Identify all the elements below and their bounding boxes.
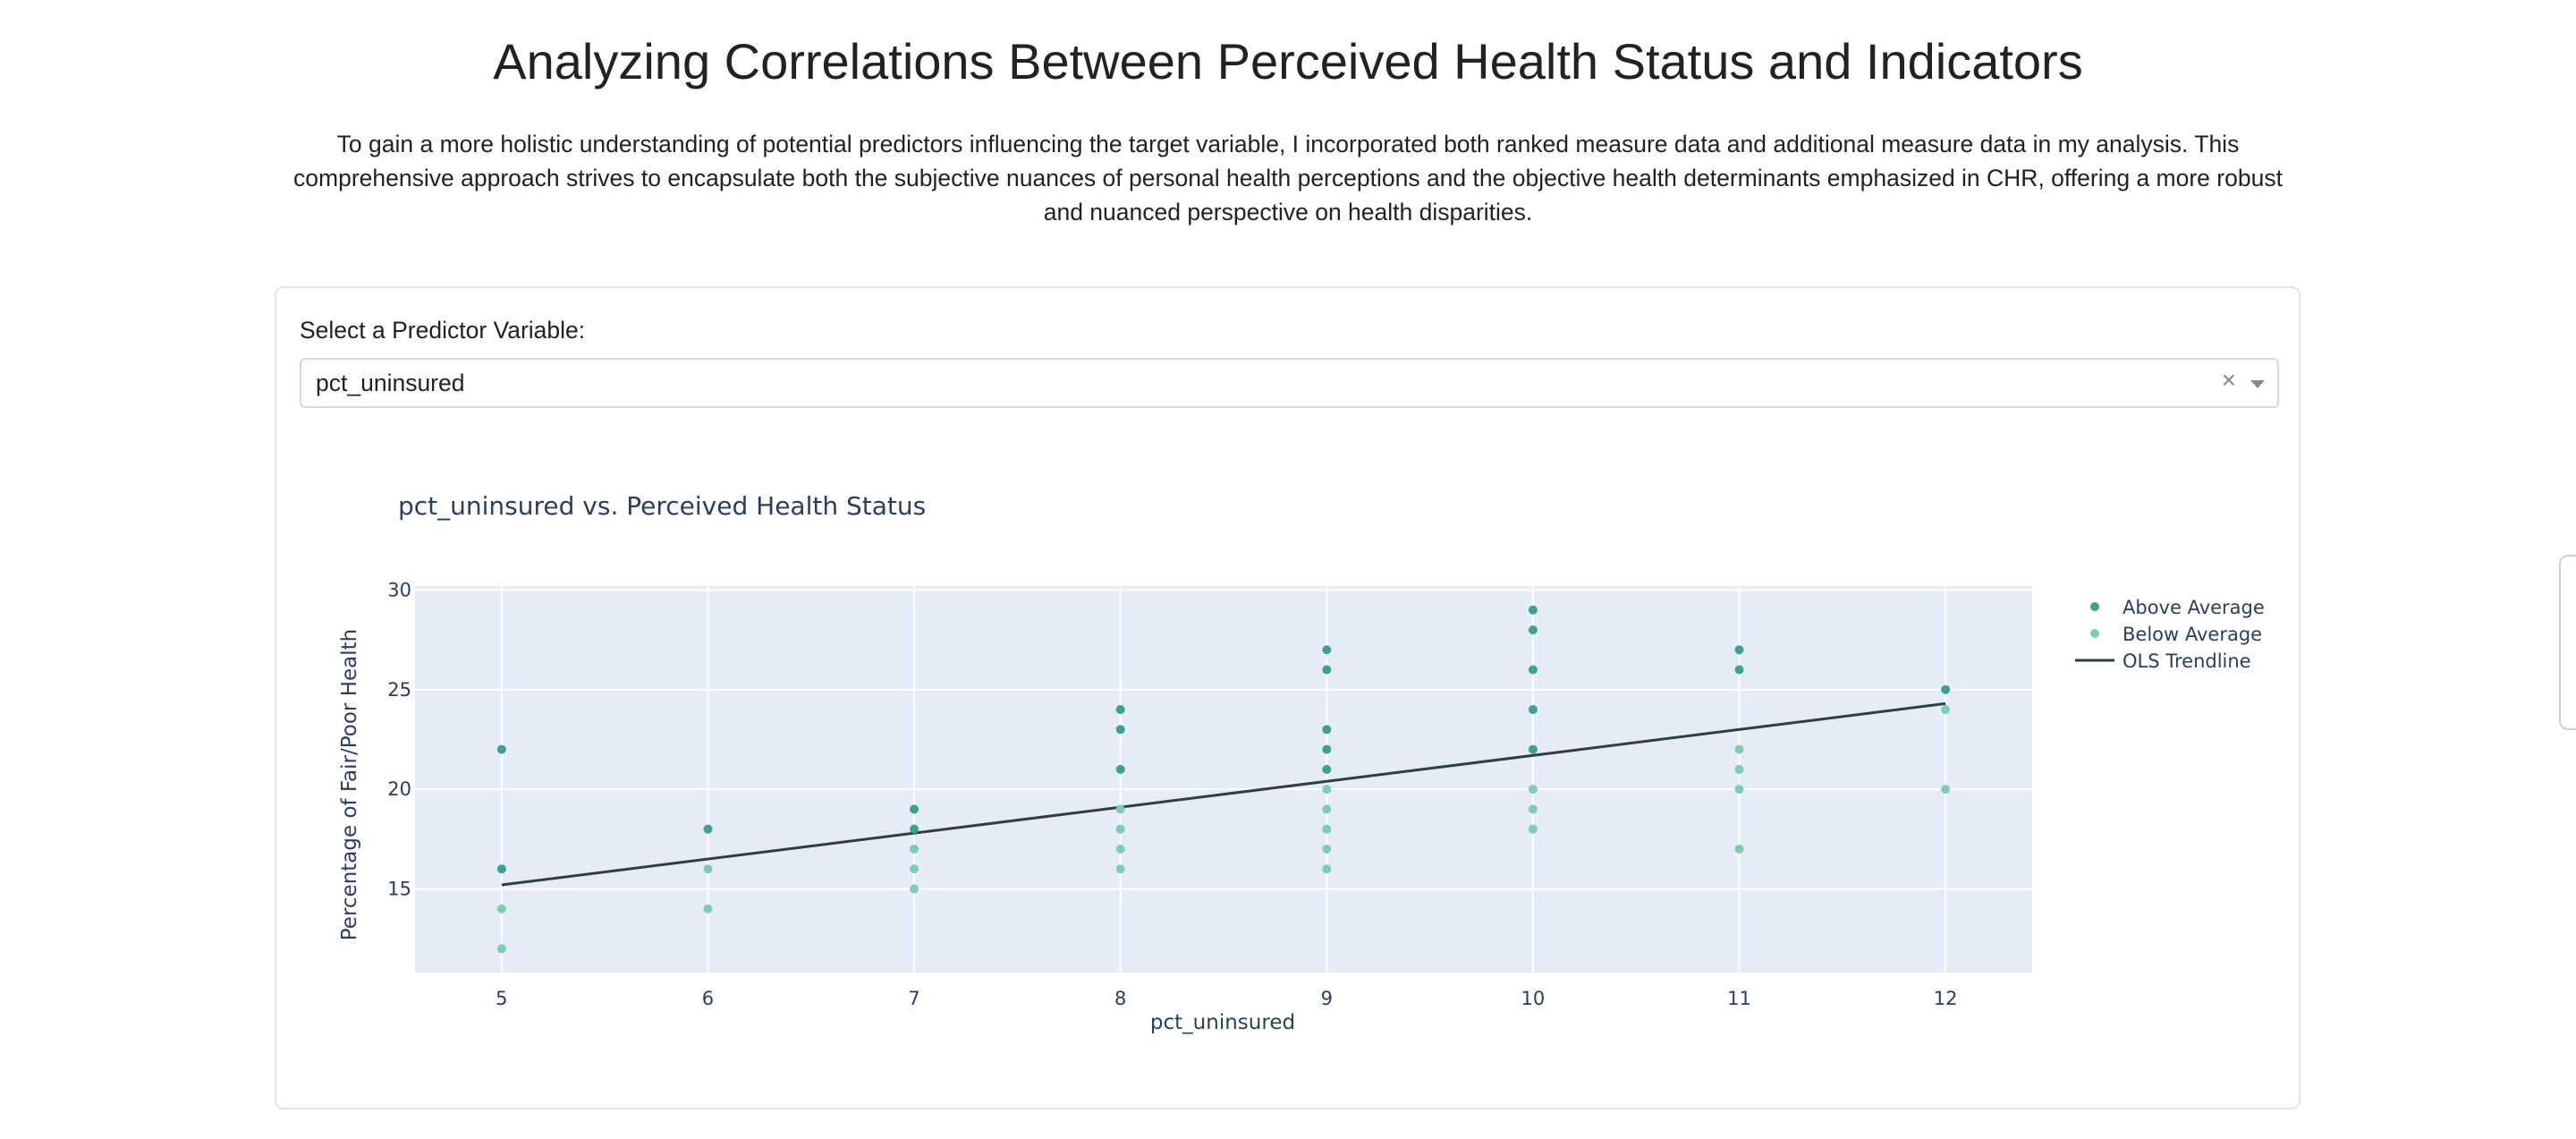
x-tick-label: 9 — [1321, 988, 1333, 1009]
grid-lines — [415, 586, 2032, 973]
point-above-average — [1941, 684, 1951, 694]
point-above-average — [910, 804, 919, 814]
point-below-average — [1941, 785, 1951, 795]
data-points — [496, 605, 1951, 954]
point-above-average — [1322, 645, 1332, 655]
point-below-average — [1322, 844, 1332, 854]
close-icon[interactable]: × — [2221, 366, 2236, 394]
point-below-average — [703, 864, 713, 874]
point-below-average — [910, 864, 919, 874]
legend-label: OLS Trendline — [2123, 650, 2251, 672]
x-tick-label: 12 — [1934, 988, 1958, 1009]
x-tick-label: 6 — [702, 988, 714, 1009]
point-above-average — [496, 864, 506, 874]
point-below-average — [1115, 844, 1125, 854]
point-below-average — [1322, 804, 1332, 814]
point-below-average — [1528, 824, 1538, 834]
point-below-average — [1734, 764, 1744, 774]
point-below-average — [1115, 864, 1125, 874]
predictor-card: Select a Predictor Variable: pct_uninsur… — [275, 286, 2301, 1109]
point-above-average — [1528, 744, 1538, 754]
point-below-average — [1734, 844, 1744, 854]
legend-label: Above Average — [2123, 597, 2265, 618]
point-below-average — [910, 884, 919, 894]
point-above-average — [1115, 764, 1125, 774]
x-tick-label: 10 — [1521, 988, 1546, 1009]
y-tick-label: 25 — [387, 679, 411, 701]
x-tick-label: 11 — [1727, 988, 1751, 1009]
point-above-average — [1528, 625, 1538, 634]
trendline-layer — [501, 701, 1946, 887]
point-below-average — [1322, 824, 1332, 834]
plot-area — [415, 586, 2032, 973]
point-above-average — [1115, 725, 1125, 735]
point-below-average — [1115, 824, 1125, 834]
x-axis-title: pct_uninsured — [1150, 1011, 1295, 1034]
y-tick-label: 30 — [387, 579, 411, 600]
point-above-average — [910, 824, 919, 834]
trendline — [501, 701, 1946, 887]
x-tick-label: 5 — [496, 988, 507, 1009]
predictor-select-label: Select a Predictor Variable: — [300, 317, 586, 344]
point-below-average — [496, 904, 506, 914]
point-below-average — [1941, 705, 1951, 715]
legend-label: Below Average — [2123, 624, 2262, 645]
x-tick-label: 8 — [1114, 988, 1126, 1009]
point-above-average — [1115, 705, 1125, 715]
predictor-select-value[interactable]: pct_uninsured — [316, 370, 465, 396]
y-tick-label: 15 — [387, 878, 411, 899]
point-below-average — [1322, 864, 1332, 874]
point-above-average — [1734, 645, 1744, 655]
point-below-average — [703, 904, 713, 914]
legend-marker — [2090, 629, 2099, 638]
point-below-average — [1115, 804, 1125, 814]
legend-marker — [2090, 602, 2099, 611]
point-above-average — [1322, 665, 1332, 675]
page-intro: To gain a more holistic understanding of… — [293, 131, 2283, 225]
point-above-average — [1734, 665, 1744, 675]
point-below-average — [1528, 785, 1538, 795]
point-above-average — [1528, 705, 1538, 715]
predictor-select[interactable]: pct_uninsured × — [300, 358, 2279, 408]
page-title: Analyzing Correlations Between Perceived… — [493, 33, 2083, 89]
point-below-average — [1734, 785, 1744, 795]
point-above-average — [703, 824, 713, 834]
x-tick-label: 7 — [908, 988, 919, 1009]
point-below-average — [1734, 744, 1744, 754]
chevron-down-icon[interactable] — [2250, 380, 2265, 388]
point-above-average — [1322, 725, 1332, 735]
point-above-average — [1322, 764, 1332, 774]
legend[interactable]: Above Average Below Average OLS Trendline — [2075, 597, 2265, 672]
point-above-average — [496, 744, 506, 754]
chart-title: pct_uninsured vs. Perceived Health Statu… — [398, 491, 926, 521]
side-panel-tab[interactable] — [2559, 555, 2576, 730]
y-tick-label: 20 — [387, 778, 411, 800]
point-below-average — [910, 844, 919, 854]
point-above-average — [1528, 665, 1538, 675]
tick-labels: 5 6 7 8 9 10 11 12 15 20 25 30 — [387, 579, 1957, 1009]
point-below-average — [1528, 804, 1538, 814]
point-below-average — [496, 944, 506, 954]
point-above-average — [1322, 744, 1332, 754]
point-below-average — [1322, 785, 1332, 795]
y-axis-title: Percentage of Fair/Poor Health — [338, 629, 361, 940]
point-above-average — [1528, 605, 1538, 615]
